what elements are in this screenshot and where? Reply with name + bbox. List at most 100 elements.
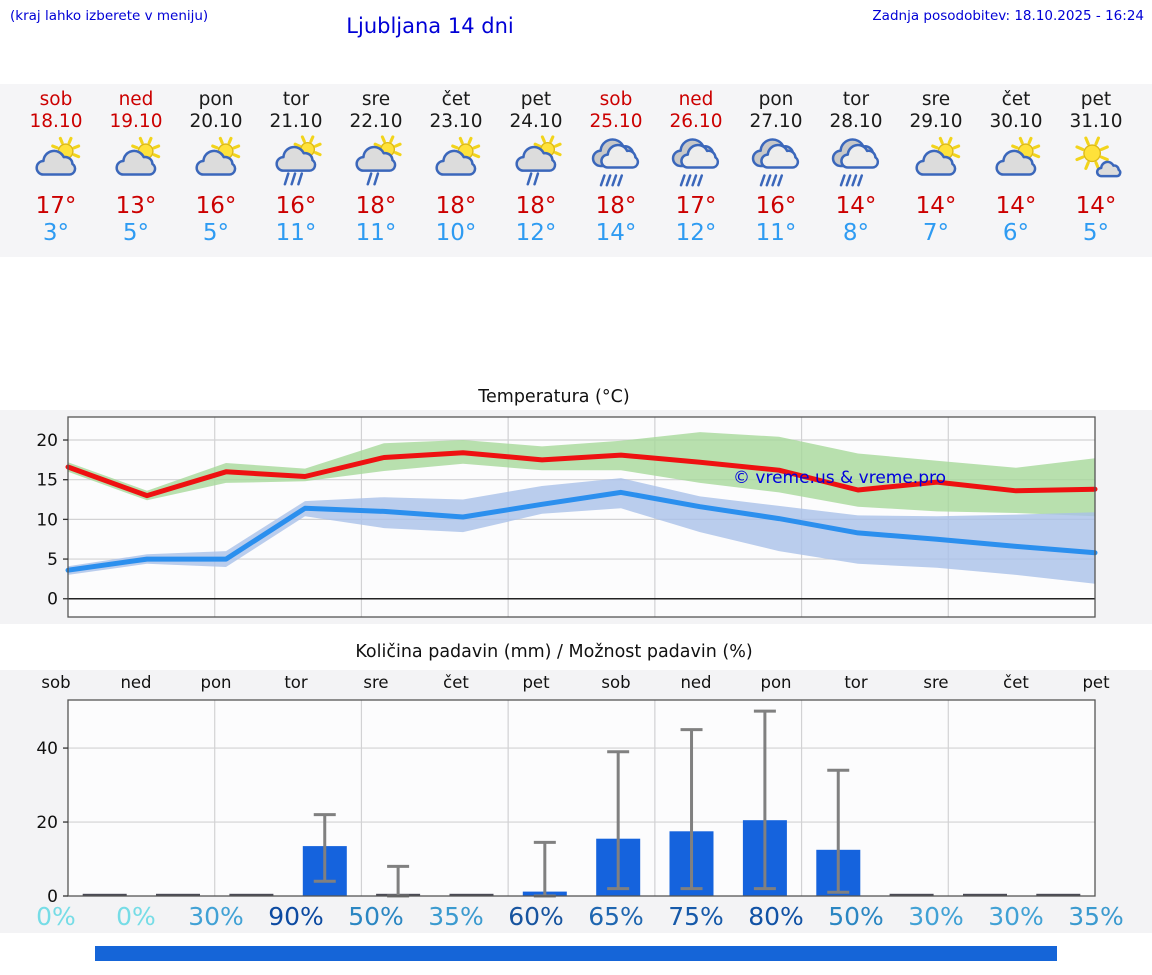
precip-probability: 50% <box>828 902 884 931</box>
svg-text:5: 5 <box>47 550 58 570</box>
precip-probability: 30% <box>988 902 1044 931</box>
day-strip: sob 18.10 17° 3° ned 19.10 13° 5° pon 20.10 16° 5° t… <box>0 84 1152 257</box>
precip-day-label: tor <box>284 673 308 692</box>
precipitation-chart-svg: 0 20 40 <box>36 699 1096 907</box>
day-column: pon 20.10 16° 5° <box>176 89 256 257</box>
precip-probability: 35% <box>1068 902 1124 931</box>
high-temperature: 14° <box>1075 193 1117 219</box>
precipitation-chart-title: Količina padavin (mm) / Možnost padavin … <box>355 642 753 662</box>
max-temperature-line <box>65 450 1098 499</box>
weather-icon-wrap <box>176 135 256 189</box>
precip-probability: 75% <box>668 902 724 931</box>
high-temperature: 16° <box>195 193 237 219</box>
sun-cloud-icon <box>435 136 481 176</box>
day-name: čet <box>441 89 471 110</box>
day-column: čet 23.10 18° 10° <box>416 89 496 257</box>
day-date: 30.10 <box>989 111 1043 132</box>
precip-probability: 30% <box>908 902 964 931</box>
day-date: 21.10 <box>269 111 323 132</box>
last-update-text: Zadnja posodobitev: 18.10.2025 - 16:24 <box>872 8 1144 24</box>
day-name: pon <box>758 89 794 110</box>
sun-cloud-icon <box>115 136 161 176</box>
high-temperature: 18° <box>435 193 477 219</box>
precip-bar-zero <box>1036 893 1081 896</box>
precip-day-label: pet <box>522 673 550 692</box>
day-name: sre <box>361 89 391 110</box>
weather-icon-wrap <box>896 135 976 189</box>
weather-icon-wrap <box>496 135 576 189</box>
day-date: 20.10 <box>189 111 243 132</box>
precip-probability: 0% <box>116 902 156 931</box>
day-name: čet <box>1001 89 1031 110</box>
clouds-rain-icon <box>671 138 720 187</box>
high-temperature: 14° <box>995 193 1037 219</box>
precip-day-label: pet <box>1082 673 1110 692</box>
day-date: 24.10 <box>509 111 563 132</box>
day-column: sob 25.10 18° 14° <box>576 89 656 257</box>
day-name: sre <box>921 89 951 110</box>
precip-day-label: sre <box>923 673 949 692</box>
day-name: pet <box>1080 89 1112 110</box>
precip-day-label: čet <box>443 673 469 692</box>
temperature-chart-svg: 0 5 10 15 20 <box>36 416 1098 618</box>
clouds-rain-icon <box>591 138 640 187</box>
day-name: sob <box>599 89 633 110</box>
day-date: 22.10 <box>349 111 403 132</box>
high-temperature: 14° <box>835 193 877 219</box>
footer-bar <box>95 946 1057 961</box>
day-column: pon 27.10 16° 11° <box>736 89 816 257</box>
watermark-text: © vreme.us & vreme.pro <box>733 468 947 488</box>
low-temperature: 7° <box>922 220 950 246</box>
svg-text:0: 0 <box>47 590 58 610</box>
precip-bar-zero <box>156 893 200 896</box>
precip-bar-zero <box>82 893 127 896</box>
svg-text:10: 10 <box>36 510 58 530</box>
min-temperature-band <box>68 478 1095 584</box>
day-date: 29.10 <box>909 111 963 132</box>
day-date: 19.10 <box>109 111 163 132</box>
temperature-chart-block: 0 5 10 15 20 <box>0 410 1152 624</box>
day-column: sob 18.10 17° 3° <box>16 89 96 257</box>
precip-bar-zero <box>963 893 1007 896</box>
day-date: 18.10 <box>29 111 83 132</box>
day-date: 25.10 <box>589 111 643 132</box>
day-name: tor <box>842 89 870 110</box>
day-column: ned 19.10 13° 5° <box>96 89 176 257</box>
precip-probability: 35% <box>428 902 484 931</box>
weather-icon-wrap <box>336 135 416 189</box>
low-temperature: 8° <box>842 220 870 246</box>
low-temperature: 11° <box>275 220 317 246</box>
sun-cloud-icon <box>195 136 241 176</box>
svg-text:15: 15 <box>36 471 58 491</box>
precip-probability: 50% <box>348 902 404 931</box>
sun-cloud-rain3-icon <box>275 135 322 186</box>
precip-day-label: sob <box>41 673 71 692</box>
sun-cloud-icon <box>995 136 1041 176</box>
high-temperature: 17° <box>675 193 717 219</box>
day-name: ned <box>678 89 714 110</box>
clouds-rain-icon <box>751 138 800 187</box>
precip-day-label: sre <box>363 673 389 692</box>
weather-icon-wrap <box>1056 135 1136 189</box>
precip-day-label: sob <box>601 673 631 692</box>
precip-day-label: ned <box>680 673 712 692</box>
day-name: tor <box>282 89 310 110</box>
precip-probability: 80% <box>748 902 804 931</box>
sun-cloud-rain2-icon <box>355 135 402 186</box>
day-date: 31.10 <box>1069 111 1123 132</box>
sun-cloud-icon <box>35 136 81 176</box>
weather-icon-wrap <box>256 135 336 189</box>
high-temperature: 18° <box>515 193 557 219</box>
day-column: pet 31.10 14° 5° <box>1056 89 1136 257</box>
sun-cloud-icon <box>915 136 961 176</box>
day-column: sre 22.10 18° 11° <box>336 89 416 257</box>
weather-icon-wrap <box>96 135 176 189</box>
high-temperature: 18° <box>355 193 397 219</box>
low-temperature: 12° <box>515 220 557 246</box>
day-column: čet 30.10 14° 6° <box>976 89 1056 257</box>
day-name: ned <box>118 89 154 110</box>
low-temperature: 14° <box>595 220 637 246</box>
svg-text:20: 20 <box>36 813 58 833</box>
precip-day-label-row: sob ned pon tor sre čet pet sob ned pon tor sre čet p… <box>16 673 1136 692</box>
